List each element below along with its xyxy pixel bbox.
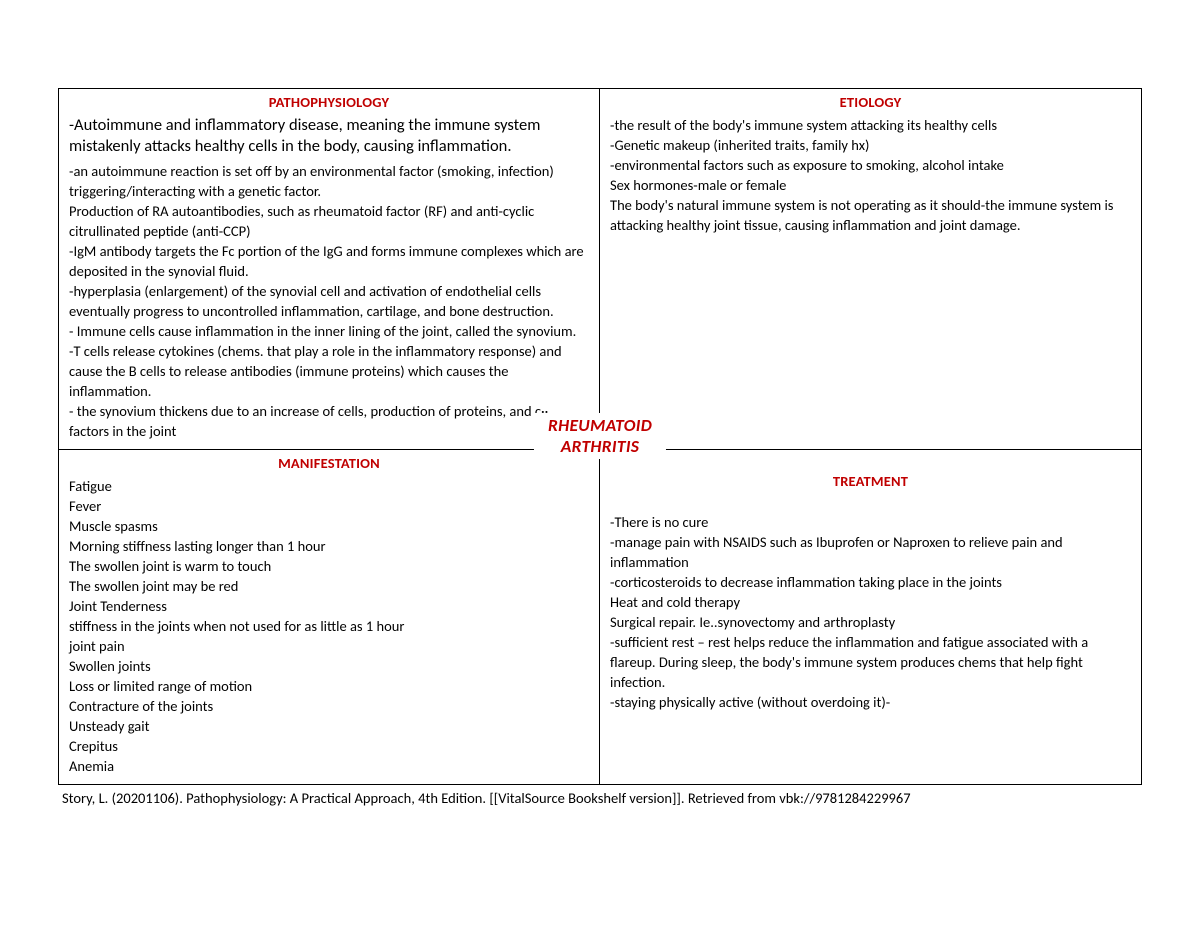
etiology-heading: ETIOLOGY — [610, 93, 1131, 113]
body-line: joint pain — [69, 636, 589, 656]
body-line: Fatigue — [69, 476, 589, 496]
pathophysiology-heading: PATHOPHYSIOLOGY — [69, 93, 589, 113]
body-line: The body's natural immune system is not … — [610, 195, 1131, 235]
body-line: -the result of the body's immune system … — [610, 115, 1131, 135]
body-line: -sufficient rest – rest helps reduce the… — [610, 632, 1131, 692]
pathophysiology-lead: -Autoimmune and inflammatory disease, me… — [69, 115, 589, 159]
body-line: stiffness in the joints when not used fo… — [69, 616, 589, 636]
body-line: -T cells release cytokines (chems. that … — [69, 341, 589, 401]
body-line: Swollen joints — [69, 656, 589, 676]
manifestation-body: FatigueFeverMuscle spasmsMorning stiffne… — [69, 476, 589, 776]
body-line: Surgical repair. Ie..synovectomy and art… — [610, 612, 1131, 632]
body-line: The swollen joint is warm to touch — [69, 556, 589, 576]
manifestation-quadrant: MANIFESTATION FatigueFeverMuscle spasmsM… — [59, 450, 600, 784]
body-line: Morning stiffness lasting longer than 1 … — [69, 536, 589, 556]
treatment-spacer — [610, 454, 1131, 472]
body-line: Loss or limited range of motion — [69, 676, 589, 696]
body-line: Joint Tenderness — [69, 596, 589, 616]
body-line: - Immune cells cause inflammation in the… — [69, 321, 589, 341]
center-title-line1: RHEUMATOID — [548, 415, 652, 436]
manifestation-heading: MANIFESTATION — [69, 454, 589, 474]
body-line: -IgM antibody targets the Fc portion of … — [69, 241, 589, 281]
body-line: Unsteady gait — [69, 716, 589, 736]
body-line: Heat and cold therapy — [610, 592, 1131, 612]
body-line: -There is no cure — [610, 512, 1131, 532]
treatment-heading: TREATMENT — [610, 472, 1131, 492]
treatment-body: -There is no cure-manage pain with NSAID… — [610, 512, 1131, 712]
pathophysiology-body: -an autoimmune reaction is set off by an… — [69, 161, 589, 441]
treatment-spacer2 — [610, 494, 1131, 512]
body-line: - the synovium thickens due to an increa… — [69, 401, 589, 441]
center-title: RHEUMATOID ARTHRITIS — [534, 413, 666, 459]
body-line: -an autoimmune reaction is set off by an… — [69, 161, 589, 201]
body-line: Fever — [69, 496, 589, 516]
etiology-body: -the result of the body's immune system … — [610, 115, 1131, 235]
pathophysiology-quadrant: PATHOPHYSIOLOGY -Autoimmune and inflamma… — [59, 89, 600, 450]
body-line: Anemia — [69, 756, 589, 776]
body-line: -manage pain with NSAIDS such as Ibuprof… — [610, 532, 1131, 572]
etiology-quadrant: ETIOLOGY -the result of the body's immun… — [600, 89, 1141, 450]
citation-text: Story, L. (20201106). Pathophysiology: A… — [58, 785, 1142, 809]
center-title-line2: ARTHRITIS — [548, 436, 652, 457]
body-line: The swollen joint may be red — [69, 576, 589, 596]
body-line: -corticosteroids to decrease inflammatio… — [610, 572, 1131, 592]
body-line: Muscle spasms — [69, 516, 589, 536]
body-line: -Genetic makeup (inherited traits, famil… — [610, 135, 1131, 155]
body-line: Production of RA autoantibodies, such as… — [69, 201, 589, 241]
treatment-quadrant: TREATMENT -There is no cure-manage pain … — [600, 450, 1141, 784]
body-line: -hyperplasia (enlargement) of the synovi… — [69, 281, 589, 321]
body-line: Contracture of the joints — [69, 696, 589, 716]
concept-map-grid: RHEUMATOID ARTHRITIS PATHOPHYSIOLOGY -Au… — [58, 88, 1142, 785]
body-line: Sex hormones-male or female — [610, 175, 1131, 195]
body-line: -staying physically active (without over… — [610, 692, 1131, 712]
body-line: Crepitus — [69, 736, 589, 756]
body-line: -environmental factors such as exposure … — [610, 155, 1131, 175]
